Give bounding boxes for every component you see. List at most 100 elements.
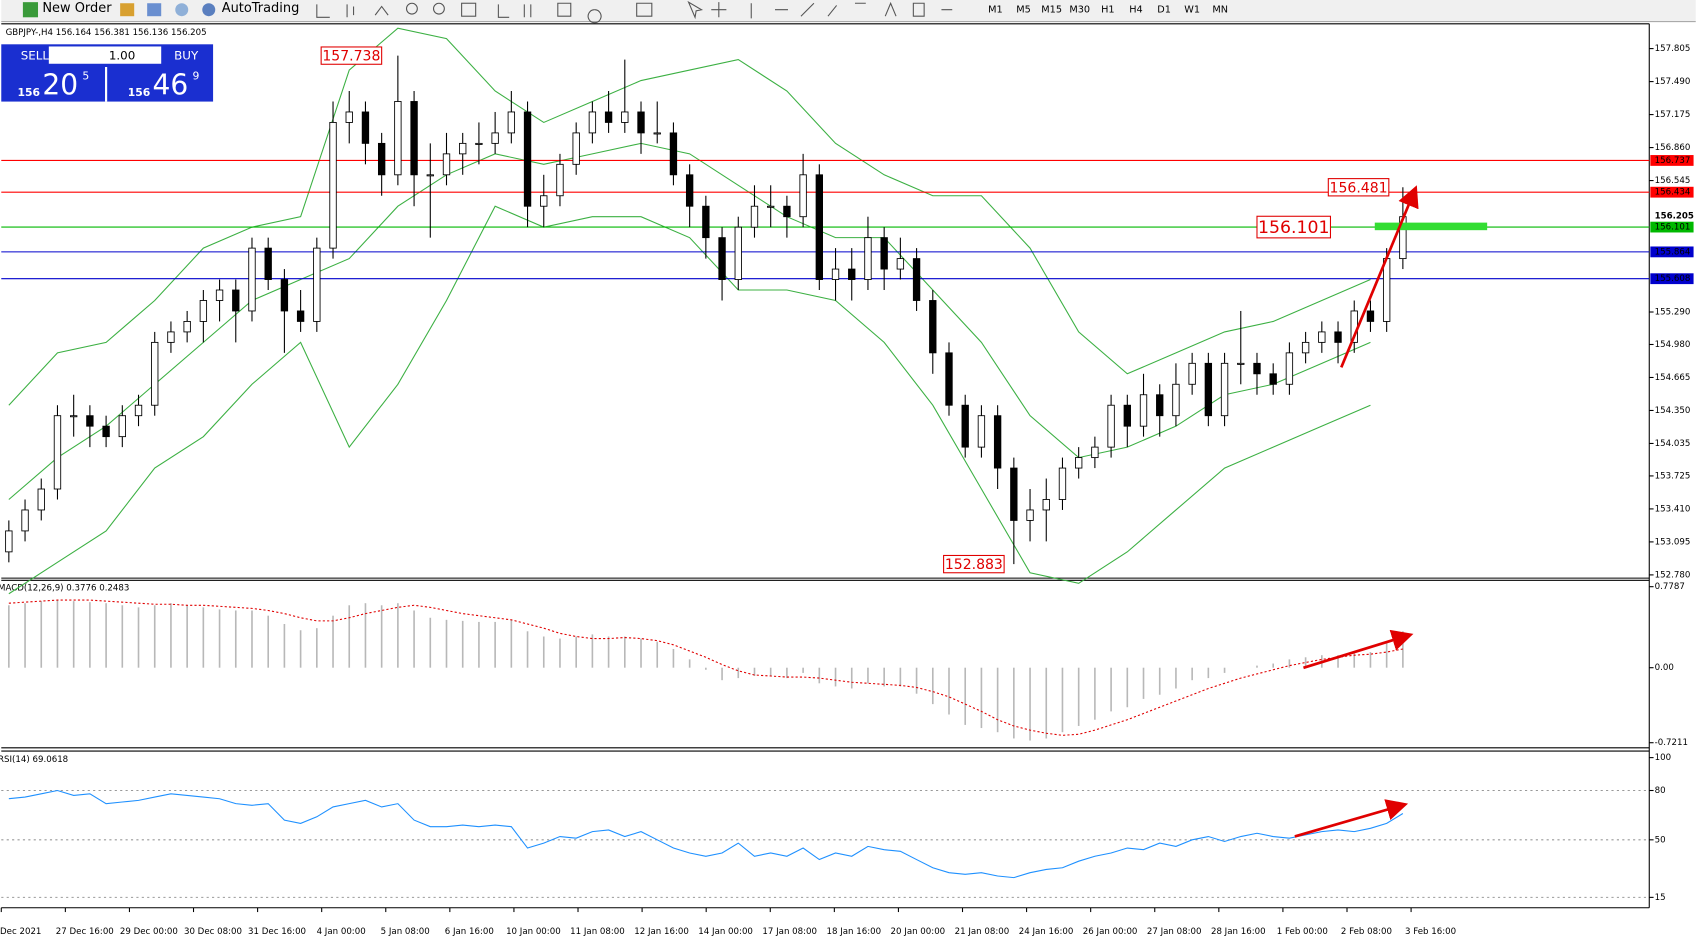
candle-body <box>945 352 953 406</box>
y-tick-label: 156.545 <box>1655 176 1691 186</box>
level-label: 156.737 <box>1655 156 1691 166</box>
time-label: 3 Feb 16:00 <box>1405 927 1456 937</box>
candle-body <box>5 530 13 553</box>
candle-body <box>1334 331 1342 343</box>
candle-body <box>1156 394 1164 417</box>
candle-body <box>410 101 418 176</box>
buy-button[interactable]: BUY <box>174 49 199 63</box>
candle-body <box>1188 362 1196 385</box>
candle-body <box>1237 362 1245 365</box>
auto-trading-button[interactable]: AutoTrading <box>222 1 300 16</box>
level-label: 156.101 <box>1655 223 1691 233</box>
y-tick-label: 154.980 <box>1655 340 1691 350</box>
candle-body <box>848 268 856 280</box>
candle-body <box>1220 362 1229 417</box>
candle-body <box>734 226 742 280</box>
level-label-bg <box>1650 246 1694 258</box>
y-tick-label: 153.095 <box>1655 537 1691 547</box>
y-tick-label: 0.00 <box>1655 663 1674 673</box>
candle-body <box>799 174 807 218</box>
y-tick-label: 0.7787 <box>1655 582 1685 592</box>
timeframe-button[interactable]: M30 <box>1069 5 1090 16</box>
price-annotation-box <box>320 46 383 65</box>
icon[interactable] <box>147 3 162 17</box>
zoom-out[interactable] <box>432 2 445 15</box>
level-label: 155.608 <box>1655 274 1691 284</box>
time-label: 20 Jan 00:00 <box>891 927 946 937</box>
candle-body <box>377 142 386 176</box>
drawing-tools[interactable] <box>497 0 953 24</box>
zoom-in[interactable] <box>405 2 418 15</box>
candle-body <box>637 111 645 134</box>
lot-box[interactable] <box>48 46 162 64</box>
level-label-bg <box>1650 273 1694 285</box>
candle-body <box>1253 362 1261 375</box>
y-tick-label: 156.860 <box>1655 143 1691 153</box>
candle-body <box>621 111 629 123</box>
timeframe-button[interactable]: D1 <box>1157 5 1171 16</box>
candle-body <box>540 195 548 207</box>
candle-body <box>880 237 888 270</box>
tile[interactable] <box>461 2 477 17</box>
candle-body <box>215 289 224 301</box>
level-label: 155.864 <box>1655 247 1691 257</box>
candle-body <box>588 111 597 134</box>
candle-body <box>345 111 353 123</box>
lot-size[interactable]: 1.00 <box>109 49 135 63</box>
candle-body <box>929 300 937 354</box>
candle-body <box>653 132 661 135</box>
timeframe-button[interactable]: W1 <box>1184 5 1200 16</box>
candle-body <box>1204 362 1213 417</box>
candle-body <box>977 415 986 448</box>
timeframe-button[interactable]: M5 <box>1016 5 1031 16</box>
bid-pip: 5 <box>82 70 89 83</box>
candle-body <box>702 205 710 239</box>
candle-body <box>264 247 272 280</box>
price-annotation: 152.883 <box>945 557 1003 573</box>
macd-signal <box>8 599 1403 736</box>
y-tick-label: 155.290 <box>1655 308 1691 318</box>
candle-body <box>37 488 45 511</box>
auto-trading-icon[interactable] <box>202 3 216 17</box>
new-order-button[interactable]: New Order <box>42 1 112 16</box>
candle-body <box>1382 258 1391 322</box>
candle-body <box>912 258 921 301</box>
y-tick-label: -0.7211 <box>1655 738 1688 748</box>
y-tick-label: 157.175 <box>1655 110 1691 120</box>
trend-arrow <box>1340 185 1419 368</box>
chart-type-icons[interactable] <box>316 4 389 18</box>
icon[interactable] <box>120 3 135 17</box>
price-annotation: 157.738 <box>322 49 380 65</box>
candle-body <box>459 142 467 155</box>
candle-body <box>1010 467 1018 521</box>
candle-body <box>151 341 159 406</box>
candle-body <box>750 205 759 228</box>
divider <box>105 67 108 102</box>
candle-body <box>183 321 191 333</box>
new-order-icon[interactable] <box>22 2 39 18</box>
time-label: 6 Jan 16:00 <box>445 927 494 937</box>
level-label: 156.434 <box>1655 188 1691 198</box>
sell-button[interactable]: SELL <box>21 49 50 63</box>
candle-body <box>572 132 580 165</box>
y-tick-label: 154.035 <box>1655 439 1691 449</box>
candle-body <box>961 404 969 448</box>
bid-label: 156.205 <box>1655 212 1694 222</box>
time-label: 4 Jan 00:00 <box>317 927 366 937</box>
candle-body <box>313 247 321 322</box>
timeframe-button[interactable]: H4 <box>1129 5 1143 16</box>
time-label: Dec 2021 <box>0 927 41 937</box>
timeframe-button[interactable]: MN <box>1212 5 1228 16</box>
icon[interactable] <box>175 3 189 17</box>
timeframe-button[interactable]: M1 <box>988 5 1003 16</box>
candle-body <box>831 268 840 280</box>
candle-body <box>1366 310 1375 322</box>
timeframe-button[interactable]: M15 <box>1041 5 1062 16</box>
candle-body <box>604 111 613 123</box>
time-label: 10 Jan 00:00 <box>506 927 561 937</box>
timeframe-button[interactable]: H1 <box>1101 5 1114 16</box>
candle-body <box>783 205 791 218</box>
bid-main: 20 <box>42 68 78 101</box>
candle-body <box>361 111 370 144</box>
